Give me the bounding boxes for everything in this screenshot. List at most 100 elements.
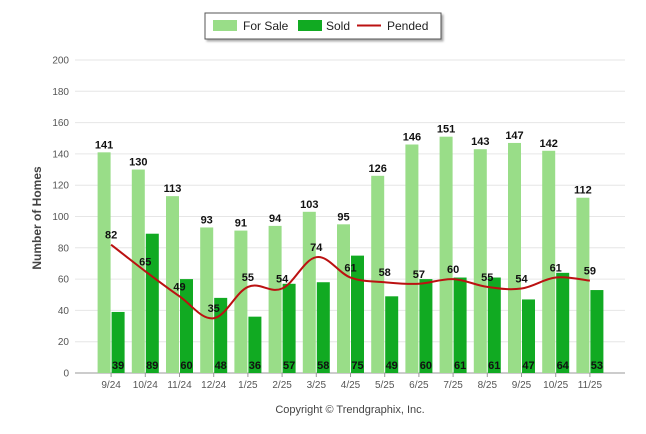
y-tick-label: 180 [52, 87, 69, 98]
data-label-sold: 49 [386, 360, 398, 372]
y-tick-label: 100 [52, 212, 69, 223]
x-tick-label: 3/25 [307, 380, 327, 391]
data-label-for-sale: 95 [337, 211, 349, 223]
x-tick-label: 7/25 [443, 380, 463, 391]
x-tick-label: 6/25 [409, 380, 429, 391]
data-label-sold: 53 [591, 360, 603, 372]
bar-for-sale [439, 136, 453, 373]
data-label-sold: 57 [283, 360, 295, 372]
y-tick-label: 80 [58, 243, 70, 254]
bar-for-sale [302, 211, 316, 373]
data-labels: 141 39 130 89 113 60 93 48 91 36 94 57 103 58 95 75 126 4… [95, 124, 603, 372]
x-tick-label: 9/25 [512, 380, 532, 391]
y-tick-label: 0 [63, 369, 69, 380]
data-label-pended: 61 [344, 263, 356, 275]
bar-sold [248, 316, 262, 373]
bar-for-sale [166, 196, 179, 373]
bar-sold [556, 272, 570, 373]
data-label-for-sale: 94 [269, 213, 282, 225]
data-label-pended: 82 [105, 230, 117, 242]
y-tick-label: 140 [52, 149, 69, 160]
bar-sold [282, 283, 296, 373]
y-tick-label: 200 [52, 56, 69, 67]
legend: For Sale Sold Pended [204, 12, 442, 40]
bar-sold [351, 255, 364, 373]
data-label-pended: 54 [515, 273, 528, 285]
data-label-for-sale: 112 [574, 185, 592, 197]
data-label-sold: 61 [454, 360, 466, 372]
data-label-pended: 60 [447, 264, 459, 276]
y-tick-label: 40 [58, 306, 70, 317]
legend-swatch-for-sale [213, 20, 237, 31]
x-axis-ticks: 9/24 10/24 11/24 12/24 1/25 2/25 3/25 4/25 5/25 6… [101, 373, 602, 391]
bar-for-sale [576, 197, 590, 373]
data-label-for-sale: 141 [95, 139, 113, 151]
bar-sold [145, 233, 159, 373]
bar-sold [385, 296, 399, 373]
data-label-sold: 75 [351, 360, 363, 372]
x-tick-label: 11/24 [167, 380, 192, 391]
data-label-pended: 54 [276, 273, 289, 285]
data-label-sold: 61 [488, 360, 500, 372]
bar-for-sale [200, 227, 214, 373]
bar-for-sale [371, 175, 385, 373]
x-tick-label: 1/25 [238, 380, 258, 391]
data-label-pended: 61 [550, 263, 562, 275]
x-tick-label: 11/25 [578, 380, 603, 391]
data-label-pended: 57 [413, 269, 425, 281]
data-label-pended: 74 [310, 242, 323, 254]
data-label-for-sale: 113 [164, 183, 182, 195]
data-label-for-sale: 147 [505, 130, 523, 142]
legend-box [204, 12, 442, 40]
bar-sold [180, 279, 193, 373]
data-label-pended: 35 [208, 303, 220, 315]
pended-line [110, 243, 591, 320]
bar-for-sale [337, 224, 350, 373]
data-label-sold: 48 [215, 360, 227, 372]
bar-sold [453, 277, 467, 373]
data-label-for-sale: 91 [235, 218, 247, 230]
bar-for-sale [268, 225, 282, 373]
data-label-sold: 60 [180, 360, 192, 372]
data-label-sold: 60 [420, 360, 432, 372]
data-label-pended: 58 [379, 267, 391, 279]
pended-line-path [110, 243, 591, 320]
legend-label-pended: Pended [387, 19, 428, 33]
x-tick-label: 9/24 [101, 380, 121, 391]
y-tick-label: 20 [58, 337, 70, 348]
legend-swatch-sold [298, 20, 322, 31]
y-tick-label: 160 [52, 118, 69, 129]
bar-for-sale [542, 150, 556, 373]
data-label-pended: 59 [584, 266, 596, 278]
x-tick-label: 10/25 [543, 380, 568, 391]
bar-for-sale [508, 142, 521, 373]
bar-for-sale [405, 144, 419, 373]
x-tick-label: 5/25 [375, 380, 395, 391]
y-axis-title: Number of Homes [30, 166, 44, 270]
x-tick-label: 4/25 [341, 380, 361, 391]
data-label-pended: 55 [242, 272, 254, 284]
data-label-for-sale: 93 [201, 214, 213, 226]
data-label-sold: 58 [317, 360, 329, 372]
bar-for-sale [473, 149, 487, 373]
bar-sold [316, 282, 330, 373]
data-label-pended: 55 [481, 272, 493, 284]
data-label-sold: 89 [146, 360, 158, 372]
data-label-for-sale: 151 [437, 124, 455, 136]
bar-for-sale [131, 169, 145, 373]
bar-sold [590, 290, 604, 373]
x-tick-label: 8/25 [478, 380, 498, 391]
bar-for-sale [97, 152, 111, 373]
copyright-text: Copyright © Trendgraphix, Inc. [275, 404, 424, 416]
x-tick-label: 12/24 [201, 380, 226, 391]
bar-sold [522, 299, 535, 373]
data-label-sold: 36 [249, 360, 261, 372]
data-label-sold: 64 [557, 360, 570, 372]
data-label-pended: 65 [139, 256, 151, 268]
bar-sold [111, 311, 125, 373]
data-label-for-sale: 142 [540, 138, 558, 150]
bars [97, 136, 604, 373]
data-label-for-sale: 143 [471, 136, 489, 148]
data-label-for-sale: 130 [129, 157, 147, 169]
